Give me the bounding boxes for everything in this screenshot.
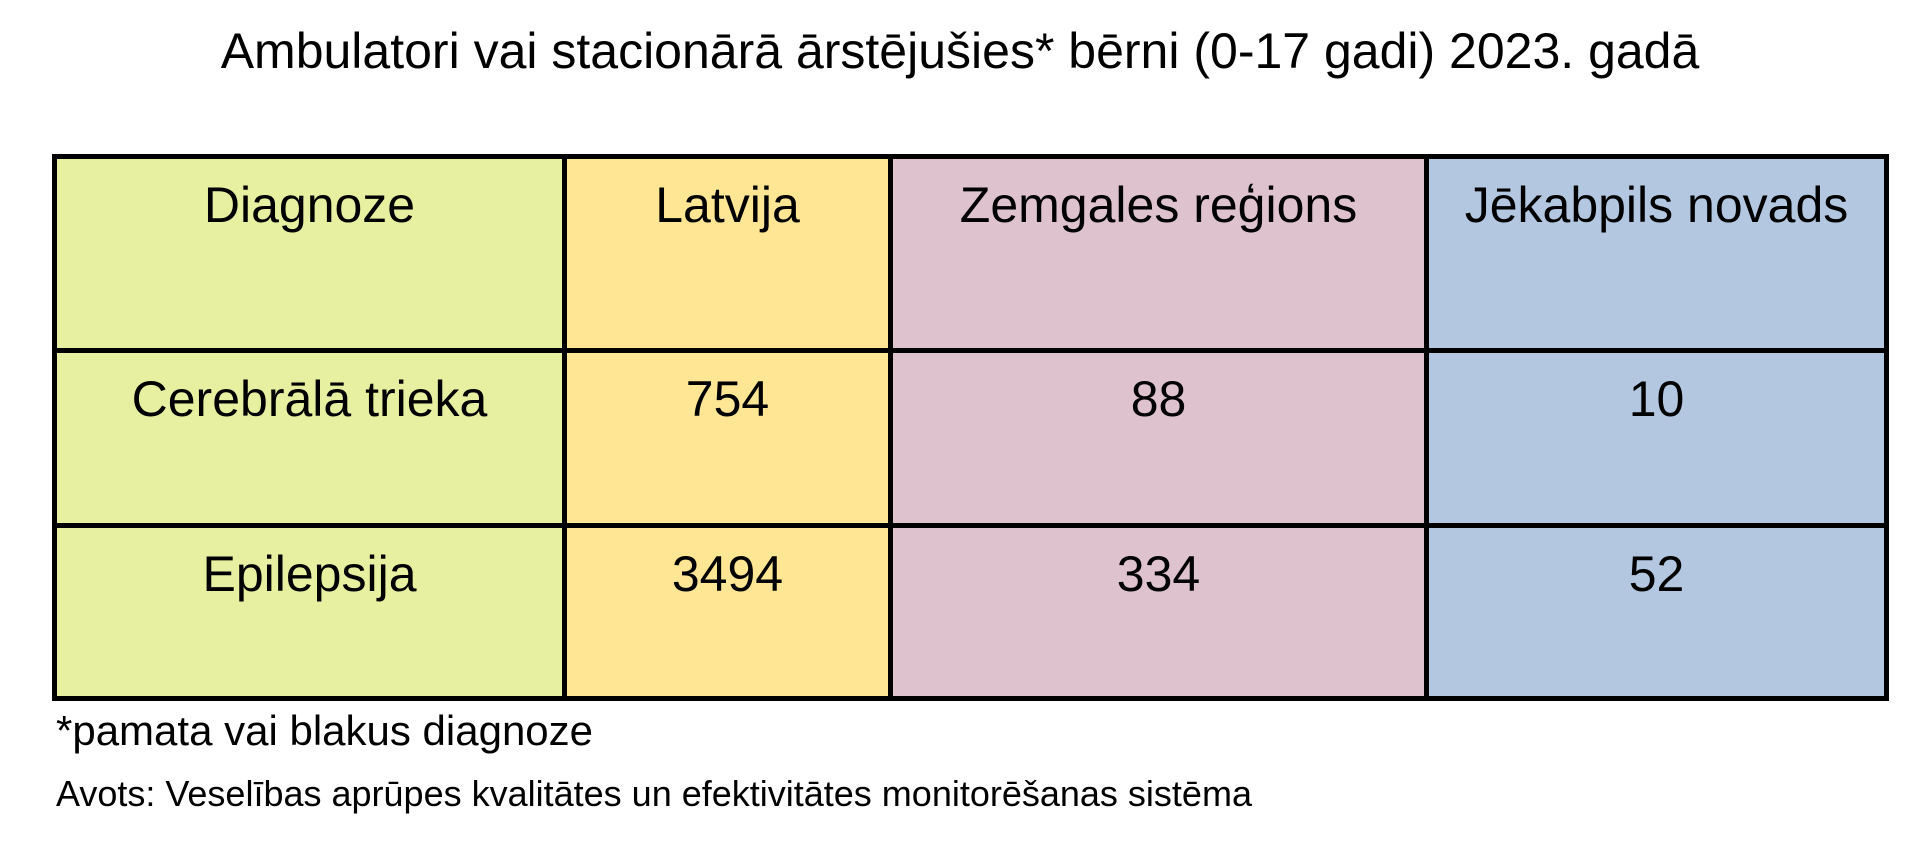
value-cell-latvija: 3494 bbox=[562, 523, 893, 701]
column-header-latvija: Latvija bbox=[562, 154, 893, 353]
value-cell-zemgales-regions: 334 bbox=[888, 523, 1429, 701]
footnote-source: Avots: Veselības aprūpes kvalitātes un e… bbox=[56, 773, 1252, 814]
data-table: Diagnoze Latvija Zemgales reģions Jēkabp… bbox=[52, 154, 1889, 701]
table-row-cerebrala-trieka: Cerebrālā trieka 754 88 10 bbox=[52, 348, 1889, 528]
column-header-jekabpils-novads: Jēkabpils novads bbox=[1424, 154, 1889, 353]
footnote-asterisk: *pamata vai blakus diagnoze bbox=[56, 707, 594, 754]
column-header-zemgales-regions: Zemgales reģions bbox=[888, 154, 1429, 353]
table-header-row: Diagnoze Latvija Zemgales reģions Jēkabp… bbox=[52, 154, 1889, 353]
value-cell-jekabpils-novads: 10 bbox=[1424, 348, 1889, 528]
value-cell-zemgales-regions: 88 bbox=[888, 348, 1429, 528]
value-cell-jekabpils-novads: 52 bbox=[1424, 523, 1889, 701]
diagnosis-cell: Epilepsija bbox=[52, 523, 567, 701]
value-cell-latvija: 754 bbox=[562, 348, 893, 528]
page-title: Ambulatori vai stacionārā ārstējušies* b… bbox=[220, 23, 1700, 79]
table-row-epilepsija: Epilepsija 3494 334 52 bbox=[52, 523, 1889, 701]
diagnosis-cell: Cerebrālā trieka bbox=[52, 348, 567, 528]
column-header-diagnoze: Diagnoze bbox=[52, 154, 567, 353]
